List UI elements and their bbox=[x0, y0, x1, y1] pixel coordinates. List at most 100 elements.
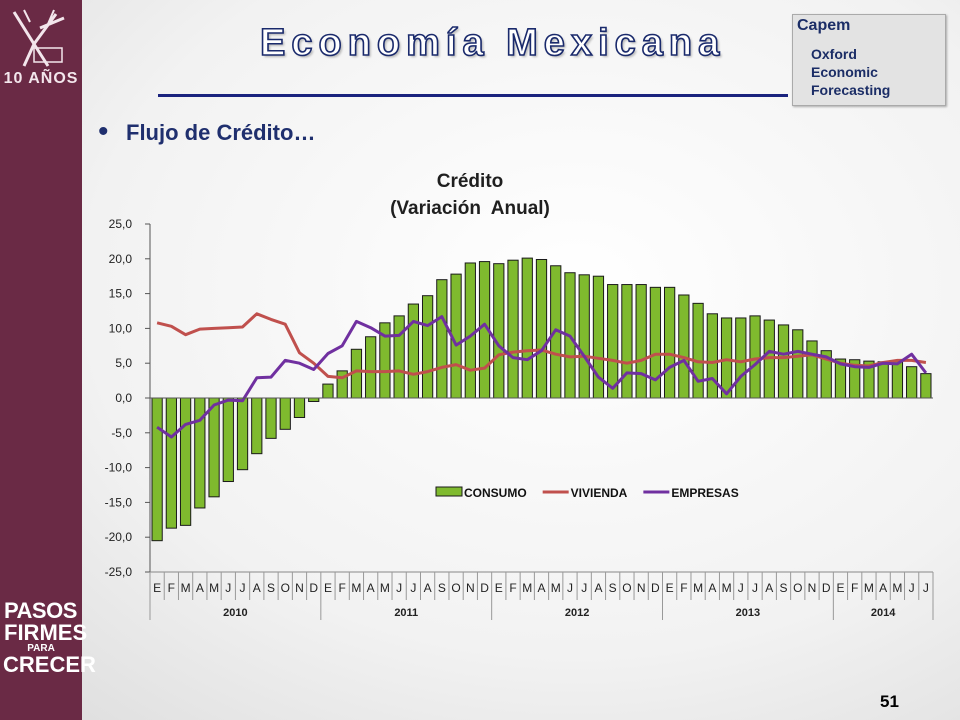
capem-logo-line-2: Oxford bbox=[811, 46, 857, 62]
capem-logo-line-3: Economic bbox=[811, 64, 878, 80]
consumo-bar bbox=[436, 279, 448, 399]
consumo-bar bbox=[891, 360, 904, 399]
consumo-bar bbox=[849, 359, 861, 399]
consumo-bar bbox=[550, 265, 562, 399]
x-tick-label: M bbox=[551, 581, 561, 595]
consumo-bar bbox=[792, 329, 804, 399]
consumo-bar bbox=[877, 361, 889, 399]
consumo-bar bbox=[806, 340, 818, 399]
x-tick-label: D bbox=[480, 581, 489, 595]
x-tick-label: M bbox=[181, 581, 191, 595]
consumo-bar bbox=[450, 273, 462, 399]
consumo-bar bbox=[820, 350, 832, 399]
x-tick-label: J bbox=[752, 581, 758, 595]
consumo-bar bbox=[379, 322, 391, 399]
consumo-bar bbox=[464, 262, 476, 399]
x-tick-label: M bbox=[722, 581, 732, 595]
x-tick-label: M bbox=[892, 581, 902, 595]
consumo-bar bbox=[578, 274, 590, 399]
x-tick-label: S bbox=[267, 581, 275, 595]
consumo-bar bbox=[478, 261, 491, 399]
year-label: 2011 bbox=[394, 607, 418, 619]
capem-logo: Capem Oxford Economic Forecasting bbox=[792, 14, 946, 106]
x-tick-label: E bbox=[666, 581, 674, 595]
consumo-bar bbox=[535, 258, 548, 399]
x-tick-label: A bbox=[253, 581, 261, 595]
x-tick-label: A bbox=[708, 581, 716, 595]
consumo-bar bbox=[507, 259, 519, 399]
x-tick-label: N bbox=[295, 581, 304, 595]
x-tick-label: J bbox=[909, 581, 915, 595]
consumo-bar bbox=[279, 397, 291, 430]
x-tick-label: M bbox=[522, 581, 532, 595]
slogan-word-1: PASOS bbox=[4, 598, 77, 623]
capem-logo-lines: Oxford Economic Forecasting bbox=[811, 45, 890, 99]
consumo-bar bbox=[521, 257, 533, 399]
slogan-word-4: CRECER bbox=[3, 652, 96, 677]
consumo-bar bbox=[692, 302, 704, 399]
consumo-bar bbox=[151, 397, 163, 542]
legend-swatch bbox=[435, 486, 463, 497]
x-tick-label: A bbox=[424, 581, 432, 595]
x-tick-label: M bbox=[864, 581, 874, 595]
x-tick-label: N bbox=[637, 581, 646, 595]
consumo-bar bbox=[194, 397, 206, 509]
x-tick-label: S bbox=[438, 581, 446, 595]
consumo-bar bbox=[421, 295, 434, 399]
consumo-bar bbox=[706, 313, 718, 399]
chart-subtitle: (Variación Anual) bbox=[390, 198, 550, 219]
bullet-text: Flujo de Crédito… bbox=[126, 120, 316, 145]
consumo-bar bbox=[322, 383, 334, 399]
consumo-bar bbox=[777, 324, 790, 399]
year-label: 2010 bbox=[223, 607, 247, 619]
x-tick-label: M bbox=[351, 581, 361, 595]
bullet-dot-icon: • bbox=[98, 115, 109, 148]
x-tick-label: F bbox=[851, 581, 858, 595]
x-tick-label: A bbox=[367, 581, 375, 595]
vivienda-line bbox=[156, 312, 927, 380]
x-tick-label: F bbox=[168, 581, 175, 595]
consumo-bar bbox=[649, 286, 662, 399]
x-tick-label: M bbox=[693, 581, 703, 595]
x-tick-label: J bbox=[923, 581, 929, 595]
consumo-bar bbox=[179, 397, 192, 526]
x-tick-label: J bbox=[410, 581, 416, 595]
slogan-logo: PASOS FIRMES PARA CRECER bbox=[0, 598, 96, 677]
x-tick-label: S bbox=[780, 581, 788, 595]
x-tick-label: E bbox=[836, 581, 844, 595]
consumo-bar bbox=[251, 397, 263, 455]
consumo-bar bbox=[607, 284, 619, 399]
y-tick-label: -10,0 bbox=[105, 461, 133, 475]
consumo-bar bbox=[265, 397, 277, 439]
chart-title: Crédito bbox=[437, 171, 504, 192]
x-tick-label: J bbox=[396, 581, 402, 595]
x-tick-label: M bbox=[209, 581, 219, 595]
y-tick-label: -15,0 bbox=[105, 495, 133, 509]
consumo-bar bbox=[564, 272, 576, 399]
legend-label: VIVIENDA bbox=[571, 486, 628, 500]
x-tick-label: D bbox=[822, 581, 831, 595]
consumo-bar bbox=[735, 317, 747, 399]
year-label: 2014 bbox=[871, 607, 896, 619]
year-label: 2013 bbox=[736, 607, 760, 619]
y-tick-label: -25,0 bbox=[105, 565, 133, 579]
title-underline bbox=[158, 94, 788, 97]
consumo-bar bbox=[308, 397, 320, 402]
x-tick-label: F bbox=[509, 581, 516, 595]
consumo-bar bbox=[293, 397, 306, 418]
y-tick-label: 25,0 bbox=[109, 217, 133, 231]
y-tick-label: -20,0 bbox=[105, 530, 133, 544]
consumo-bar bbox=[678, 294, 690, 399]
consumo-bar bbox=[165, 397, 177, 529]
y-tick-label: 0,0 bbox=[115, 391, 132, 405]
consumo-bar bbox=[393, 315, 405, 399]
consumo-bar bbox=[664, 286, 676, 399]
x-tick-label: J bbox=[581, 581, 587, 595]
x-tick-label: O bbox=[451, 581, 460, 595]
consumo-bar bbox=[350, 348, 363, 399]
consumo-bar bbox=[635, 284, 647, 399]
x-tick-label: J bbox=[225, 581, 231, 595]
consumo-bar bbox=[863, 360, 875, 399]
x-tick-label: M bbox=[380, 581, 390, 595]
